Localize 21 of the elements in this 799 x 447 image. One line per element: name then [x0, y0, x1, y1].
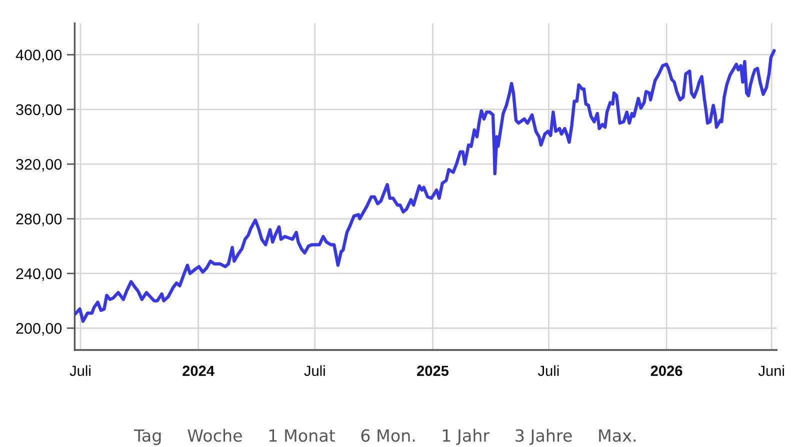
x-tick-label: Juni	[758, 365, 784, 376]
x-tick-label: Juli	[70, 365, 90, 376]
y-tick-label: 200,00	[16, 322, 62, 336]
x-tick-label: 2026	[650, 366, 682, 376]
x-tick-label: Juli	[538, 365, 559, 376]
text: 3 Jahre	[516, 428, 572, 445]
y-tick-label: 240,00	[16, 268, 62, 281]
x-tick-label: 2025	[417, 366, 449, 376]
line-series	[74, 49, 776, 323]
text: 1 Jahr	[442, 428, 490, 445]
y-tick-label: 320,00	[16, 158, 62, 172]
y-tick-label: 400,00	[16, 50, 62, 62]
text: Woche	[188, 428, 242, 442]
y-tick-label: 360,00	[16, 104, 62, 117]
text: 1 Monat	[269, 429, 336, 442]
text: 6 Mon.	[361, 429, 415, 442]
text: Max.	[599, 429, 636, 442]
y-tick-label: 280,00	[16, 214, 62, 226]
text: Tag	[134, 429, 161, 446]
x-tick-label: 2024	[182, 366, 214, 376]
x-tick-label: Juli	[304, 365, 325, 376]
